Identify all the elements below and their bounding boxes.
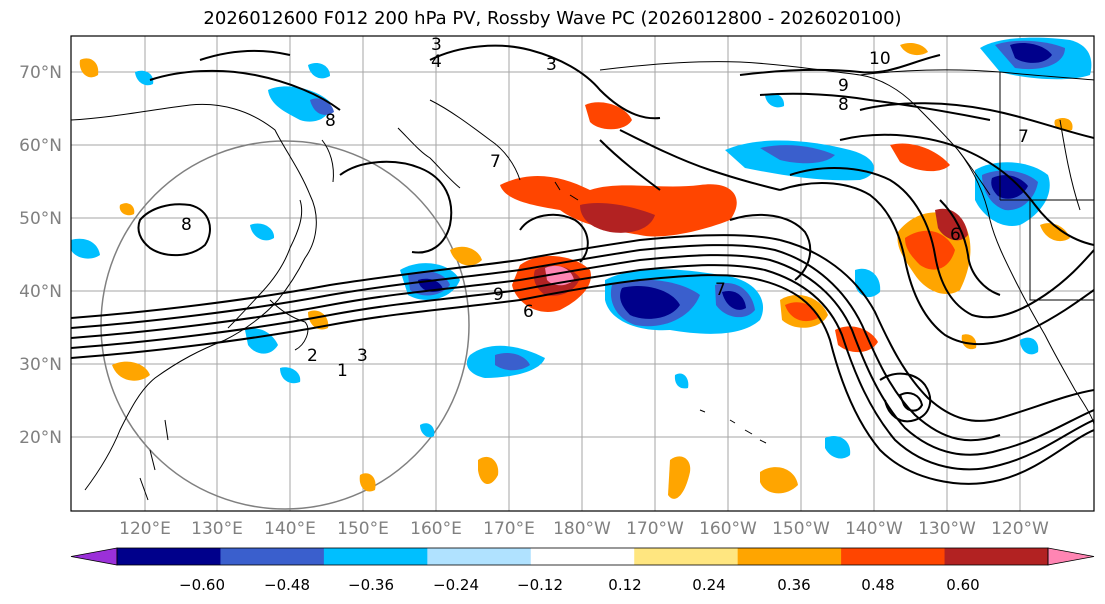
lon-label: 120°W xyxy=(991,519,1049,539)
lon-label: 170°E xyxy=(483,519,535,539)
colorbar-segment xyxy=(944,548,1049,565)
lon-label: 140°W xyxy=(845,519,903,539)
contour-label: 2 xyxy=(307,346,318,366)
contour-label: 1 xyxy=(337,361,348,381)
longitude-labels: 120°E 130°E 140°E 150°E 160°E 170°E 180°… xyxy=(119,519,1049,539)
colorbar-border xyxy=(116,547,1049,566)
colorbar-segment xyxy=(117,548,221,565)
contour-label: 3 xyxy=(546,55,557,75)
pv-anomaly-negative-shading xyxy=(71,37,1092,459)
colorbar-segment xyxy=(841,548,946,565)
colorbar xyxy=(70,547,1095,566)
contour-label: 10 xyxy=(869,49,891,69)
contour-label: 8 xyxy=(181,215,192,235)
colorbar-segment xyxy=(220,548,325,565)
colorbar-tick-label: −0.36 xyxy=(348,576,394,594)
pv-contours xyxy=(71,44,1094,485)
colorbar-tick-label: −0.12 xyxy=(517,576,563,594)
lat-label: 20°N xyxy=(19,428,62,448)
lon-label: 160°W xyxy=(699,519,757,539)
contour-label: 3 xyxy=(431,35,442,55)
contour-label: 3 xyxy=(357,346,368,366)
lon-label: 150°W xyxy=(772,519,830,539)
contour-label: 7 xyxy=(1018,127,1029,147)
lat-label: 40°N xyxy=(19,282,62,302)
colorbar-tick-label: −0.48 xyxy=(264,576,310,594)
contour-label: 6 xyxy=(523,302,534,322)
latitude-labels: 70°N 60°N 50°N 40°N 30°N 20°N xyxy=(19,63,62,448)
contour-label: 4 xyxy=(431,52,442,72)
lon-label: 180°W xyxy=(553,519,611,539)
lat-label: 60°N xyxy=(19,136,62,156)
lon-label: 170°W xyxy=(626,519,684,539)
contour-labels: 1 2 3 3 3 4 6 6 7 7 7 8 8 8 9 9 10 xyxy=(181,35,1029,381)
lat-label: 50°N xyxy=(19,209,62,229)
contour-label: 8 xyxy=(838,95,849,115)
colorbar-tick-label: −0.60 xyxy=(179,576,225,594)
colorbar-tick-label: −0.24 xyxy=(433,576,479,594)
colorbar-tick-label: 0.36 xyxy=(777,576,810,594)
lon-label: 130°W xyxy=(918,519,976,539)
contour-label: 7 xyxy=(490,152,501,172)
colorbar-segment xyxy=(530,548,635,565)
colorbar-segment xyxy=(427,548,532,565)
colorbar-segment xyxy=(634,548,739,565)
lat-label: 30°N xyxy=(19,355,62,375)
chart-title: 2026012600 F012 200 hPa PV, Rossby Wave … xyxy=(203,8,902,29)
map-frame xyxy=(70,35,1095,512)
colorbar-extend-high xyxy=(1047,547,1095,566)
contour-label: 8 xyxy=(325,111,336,131)
contour-label: 7 xyxy=(715,280,726,300)
lat-label: 70°N xyxy=(19,63,62,83)
lon-label: 140°E xyxy=(264,519,316,539)
colorbar-segment xyxy=(323,548,428,565)
colorbar-extend-low xyxy=(70,547,118,566)
colorbar-tick-label: 0.48 xyxy=(861,576,894,594)
colorbar-segment xyxy=(737,548,842,565)
colorbar-tick-label: 0.24 xyxy=(692,576,725,594)
lon-label: 130°E xyxy=(191,519,243,539)
contour-label: 6 xyxy=(950,225,961,245)
lon-label: 120°E xyxy=(119,519,171,539)
contour-label: 9 xyxy=(838,76,849,96)
colorbar-tick-labels: −0.60 −0.48 −0.36 −0.24 −0.12 0.12 0.24 … xyxy=(179,576,980,594)
colorbar-tick-label: 0.60 xyxy=(946,576,979,594)
contour-label: 9 xyxy=(493,285,504,305)
lon-label: 150°E xyxy=(337,519,389,539)
coastlines xyxy=(71,61,1094,501)
lon-label: 160°E xyxy=(410,519,462,539)
colorbar-tick-label: 0.12 xyxy=(608,576,641,594)
